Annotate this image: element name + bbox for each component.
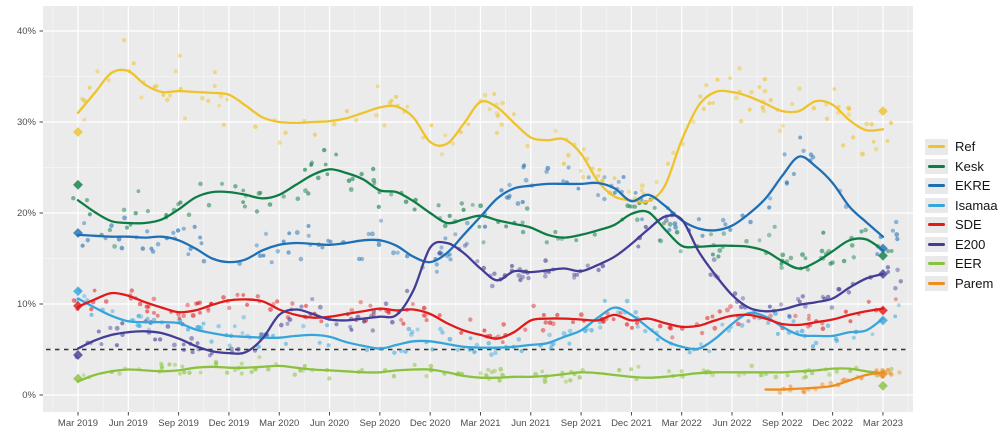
chart-legend: Ref Kesk EKRE Isamaa SDE E200 EER Parem <box>925 139 998 291</box>
legend-item-ref: Ref <box>925 139 998 155</box>
trend-lines <box>76 68 885 391</box>
legend-label: E200 <box>955 236 986 252</box>
election-diamond-ekre <box>877 243 889 254</box>
x-axis-tick-label: Jun 2022 <box>712 418 751 429</box>
election-diamond-isamaa <box>72 286 84 297</box>
election-diamond-ref <box>72 126 84 138</box>
y-axis-tick-label: 30% <box>17 117 37 128</box>
y-axis-tick-label: 10% <box>17 299 37 310</box>
legend-label: Ref <box>955 139 976 155</box>
election-diamond-e200 <box>72 349 84 361</box>
x-axis-tick-label: Mar 2020 <box>259 418 299 429</box>
legend-key-swatch <box>925 275 948 291</box>
y-axis-tick-label: 40% <box>17 26 37 37</box>
election-diamond-e200 <box>877 268 889 280</box>
election-diamond-ekre <box>72 227 84 239</box>
trend-line-e200 <box>76 214 885 355</box>
legend-key-swatch <box>925 217 948 233</box>
trend-line-parem <box>764 371 885 391</box>
election-diamond-ref <box>877 105 889 117</box>
election-diamond-isamaa <box>877 315 889 326</box>
legend-key-swatch <box>925 236 948 252</box>
x-axis-tick-label: Dec 2022 <box>812 418 853 429</box>
legend-key-swatch <box>925 256 948 272</box>
legend-item-sde: SDE <box>925 217 998 233</box>
x-axis-tick-label: Jun 2020 <box>310 418 349 429</box>
election-diamond-kesk <box>877 250 889 261</box>
election-diamond-parem <box>877 368 889 380</box>
legend-label: Isamaa <box>955 197 998 213</box>
legend-item-eer: EER <box>925 256 998 272</box>
x-axis-tick-label: Jun 2019 <box>109 418 148 429</box>
x-axis-tick-label: Dec 2021 <box>611 418 652 429</box>
trend-line-sde <box>76 291 885 340</box>
legend-item-parem: Parem <box>925 275 998 291</box>
legend-key-swatch <box>925 178 948 194</box>
trend-line-eer <box>76 364 885 383</box>
x-axis-tick-label: Sep 2022 <box>762 418 803 429</box>
legend-label: EER <box>955 256 982 272</box>
axes: 0% 10% 20% 30% 40% Mar 2019 Jun 2019 Sep 2019 De… <box>17 26 903 429</box>
y-axis-tick-label: 20% <box>17 208 37 219</box>
legend-item-kesk: Kesk <box>925 158 998 174</box>
election-diamond-eer <box>72 373 84 384</box>
election-diamond-sde <box>72 300 84 311</box>
legend-label: EKRE <box>955 178 991 194</box>
election-diamond-eer <box>877 380 889 392</box>
election-diamond-kesk <box>72 179 84 190</box>
x-axis-tick-label: Sep 2019 <box>158 418 199 429</box>
election-diamond-sde <box>877 305 889 316</box>
x-axis-tick-label: Sep 2021 <box>561 418 602 429</box>
x-axis-tick-label: Sep 2020 <box>360 418 401 429</box>
trend-line-ekre <box>76 155 885 264</box>
legend-key-swatch <box>925 197 948 213</box>
y-axis-tick-label: 0% <box>22 390 36 401</box>
x-axis-tick-label: Dec 2020 <box>410 418 451 429</box>
x-axis-tick-label: Dec 2019 <box>209 418 250 429</box>
election-result-markers <box>72 105 889 392</box>
x-axis-tick-label: Mar 2022 <box>662 418 702 429</box>
trend-line-isamaa <box>76 297 885 351</box>
x-axis-tick-label: Mar 2021 <box>460 418 500 429</box>
legend-key-swatch <box>925 139 948 155</box>
legend-item-isamaa: Isamaa <box>925 197 998 213</box>
trend-line-ref <box>76 68 885 204</box>
legend-item-e200: E200 <box>925 236 998 252</box>
x-axis-tick-label: Jun 2021 <box>511 418 550 429</box>
legend-key-swatch <box>925 158 948 174</box>
x-axis-tick-label: Mar 2019 <box>58 418 98 429</box>
x-axis-tick-label: Mar 2023 <box>863 418 903 429</box>
legend-item-ekre: EKRE <box>925 178 998 194</box>
legend-label: SDE <box>955 217 982 233</box>
legend-label: Kesk <box>955 158 984 174</box>
legend-label: Parem <box>955 275 994 291</box>
